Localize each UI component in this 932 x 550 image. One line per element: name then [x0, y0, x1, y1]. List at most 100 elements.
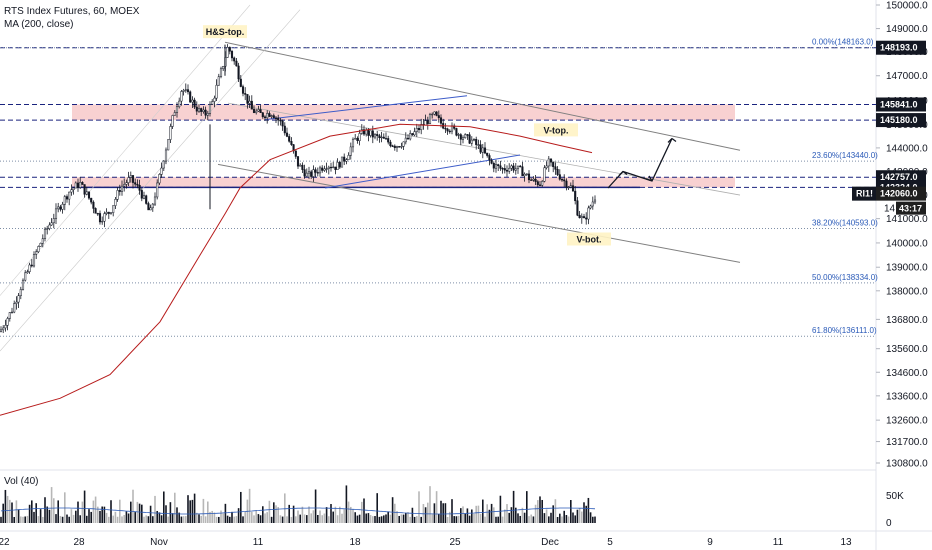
volume-tick-label: 0: [886, 518, 892, 529]
volume-bar: [141, 504, 143, 523]
candle-body: [182, 90, 185, 92]
candle-body: [217, 76, 220, 86]
candle-body: [178, 100, 181, 108]
candle-body: [164, 149, 168, 162]
candle-body: [549, 158, 553, 163]
candle-body: [255, 110, 258, 113]
price-level-badge-label: 142757.0: [880, 172, 918, 182]
volume-bar: [202, 498, 205, 523]
candle-body: [494, 164, 498, 169]
candle-body: [279, 119, 282, 122]
volume-bar: [583, 502, 585, 523]
symbol-title[interactable]: RTS Index Futures, 60, MOEX: [4, 6, 140, 17]
candle-body: [239, 78, 242, 87]
volume-bar: [394, 503, 396, 523]
volume-bar: [508, 512, 510, 523]
volume-bar: [110, 500, 112, 523]
volume-bar: [572, 512, 574, 523]
last-price-badge: [876, 186, 926, 201]
candle-body: [523, 173, 526, 177]
annotation-label: V-bot.: [577, 235, 602, 245]
candle-body: [464, 134, 467, 139]
candle-body: [444, 127, 447, 130]
candle-body: [336, 161, 339, 170]
candle-body: [527, 173, 531, 181]
candle-body: [354, 138, 357, 140]
wedge-lower-line: [324, 154, 521, 189]
candle-body: [15, 301, 18, 304]
volume-bar: [310, 513, 312, 523]
volume-bar: [521, 507, 524, 523]
volume-bar: [347, 501, 350, 523]
candle-body: [510, 165, 513, 169]
volume-bar: [174, 492, 176, 523]
candle-body: [294, 150, 297, 157]
candle-body: [530, 179, 533, 181]
candle-body: [285, 132, 289, 137]
candle-body: [299, 164, 302, 167]
candle-body: [219, 68, 223, 77]
volume-bar: [515, 507, 517, 523]
volume-bar: [28, 504, 31, 523]
volume-bar: [479, 513, 482, 523]
candle-body: [90, 197, 93, 203]
volume-bar: [152, 516, 154, 523]
ma-legend[interactable]: MA (200, close): [4, 19, 74, 30]
volume-bar: [387, 511, 389, 523]
candle-body: [455, 128, 458, 136]
volume-bar: [495, 516, 497, 523]
volume-bar: [517, 513, 519, 523]
candle-body: [138, 184, 141, 191]
volume-bar: [413, 516, 416, 523]
volume-bar: [292, 505, 295, 523]
volume-bar: [13, 516, 15, 523]
price-tick-label: 138000.0: [886, 286, 928, 297]
volume-bar: [262, 506, 264, 523]
price-level-badge-label: 148193.0: [880, 43, 918, 53]
volume-bar: [539, 496, 541, 523]
candle-body: [369, 130, 372, 136]
volume-bar: [119, 499, 121, 523]
volume-bar: [237, 508, 240, 523]
candle-body: [149, 207, 152, 211]
price-axis: 150000.0149000.0148000.0147000.0146000.0…: [876, 1, 928, 470]
candle-body: [305, 172, 308, 177]
candle-body: [415, 128, 418, 132]
price-tick-label: 147000.0: [886, 71, 928, 82]
time-tick-label: 11: [253, 537, 264, 548]
candle-body: [39, 242, 42, 247]
volume-legend[interactable]: Vol (40): [4, 476, 39, 487]
candle-body: [347, 155, 350, 160]
volume-bar: [497, 516, 499, 523]
volume-bar: [143, 516, 145, 523]
volume-bar: [475, 505, 477, 523]
candle-body: [125, 182, 128, 185]
candle-body: [127, 177, 130, 183]
price-tick-label: 135600.0: [886, 344, 928, 355]
candle-body: [52, 218, 55, 224]
candle-body: [147, 203, 150, 211]
candle-body: [457, 134, 460, 136]
volume-bar: [484, 516, 486, 523]
volume-bar: [198, 514, 200, 523]
annotation-bg: [567, 232, 611, 246]
candle-body: [189, 91, 192, 103]
volume-bar: [20, 516, 22, 523]
volume-bar: [226, 515, 229, 523]
volume-bar: [55, 514, 57, 523]
volume-bar: [374, 516, 376, 523]
volume-bar: [86, 515, 88, 523]
volume-bar: [567, 516, 570, 523]
channel-lower-line: [217, 163, 741, 263]
volume-bar: [61, 516, 64, 523]
volume-bar: [103, 506, 106, 523]
candle-body: [129, 175, 132, 178]
candle-body: [85, 191, 88, 195]
candle-body: [261, 112, 264, 118]
price-tick-label: 131700.0: [886, 437, 928, 448]
fib-level-label: 50.00%(138334.0): [812, 273, 878, 282]
candle-body: [270, 115, 273, 117]
candle-body: [96, 213, 99, 215]
candle-body: [288, 136, 291, 142]
